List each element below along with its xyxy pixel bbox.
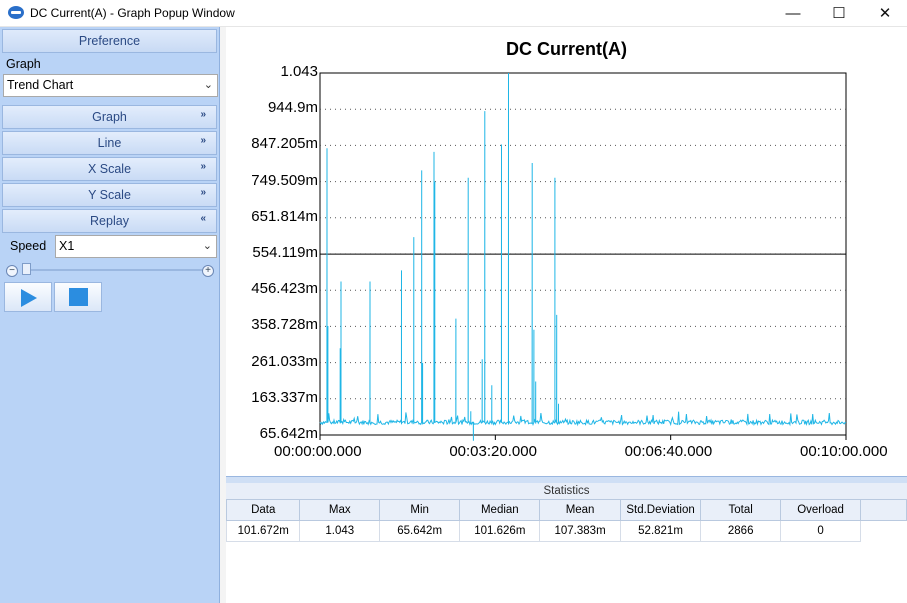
zoom-in-button[interactable]: + <box>202 265 214 277</box>
panel-splitter[interactable] <box>220 27 226 603</box>
section-label: Line <box>97 136 122 150</box>
x-tick-label: 00:06:40.000 <box>624 443 713 460</box>
x-tick-label: 00:00:00.000 <box>274 443 362 460</box>
play-button[interactable] <box>4 282 52 312</box>
graph-type-select[interactable]: Trend Chart ⌄ <box>3 74 218 97</box>
replay-slider-thumb[interactable] <box>22 263 31 275</box>
column-header: Min <box>379 499 461 521</box>
stat-max: 1.043 <box>299 520 381 542</box>
speed-value: X1 <box>59 239 75 253</box>
section-label: Y Scale <box>88 188 131 202</box>
chart-panel: DC Current(A) 1.043 944.9m 847.205m 749.509… <box>226 27 907 476</box>
chevron-down-icon: ⌄ <box>202 240 212 252</box>
stop-icon <box>69 288 88 306</box>
section-label: Replay <box>90 214 129 228</box>
y-tick-label: 456.423m <box>251 280 318 298</box>
stat-overload: 0 <box>779 520 862 542</box>
statistics-row: 101.672m 1.043 65.642m 101.626m 107.383m… <box>225 520 907 542</box>
expand-icon: » <box>200 109 206 120</box>
play-icon <box>21 289 37 307</box>
expand-icon: » <box>200 187 206 198</box>
column-header: Max <box>299 499 381 521</box>
app-icon <box>8 6 24 19</box>
close-button[interactable]: ✕ <box>878 5 892 22</box>
chart-title: DC Current(A) <box>506 39 627 59</box>
column-header: Std.Deviation <box>619 499 702 521</box>
section-x-scale[interactable]: X Scale » <box>2 157 217 181</box>
y-tick-label: 163.337m <box>251 388 318 406</box>
section-line[interactable]: Line » <box>2 131 217 155</box>
stat-data: 101.672m <box>225 520 301 542</box>
speed-label: Speed <box>10 239 47 253</box>
maximize-button[interactable]: ☐ <box>832 5 846 22</box>
trend-chart[interactable] <box>226 27 907 476</box>
y-tick-label: 554.119m <box>252 244 318 261</box>
preference-header[interactable]: Preference <box>2 29 217 53</box>
y-tick-label: 1.043 <box>280 63 318 80</box>
column-header-empty <box>860 499 907 521</box>
section-label: X Scale <box>87 162 132 176</box>
expand-icon: » <box>200 161 206 172</box>
stat-mean: 107.383m <box>539 520 621 542</box>
expand-icon: » <box>200 135 206 146</box>
section-replay[interactable]: Replay « <box>2 209 217 233</box>
section-label: Graph <box>92 110 127 124</box>
window-title: DC Current(A) - Graph Popup Window <box>30 6 235 20</box>
x-tick-label: 00:10:00.000 <box>800 443 888 460</box>
chevron-down-icon: ⌄ <box>203 79 213 91</box>
statistics-table: Data Max Min Median Mean Std.Deviation T… <box>225 499 907 542</box>
zoom-out-button[interactable]: − <box>6 265 18 277</box>
y-tick-label: 65.642m <box>259 425 318 442</box>
section-graph[interactable]: Graph » <box>2 105 217 129</box>
y-tick-label: 749.509m <box>251 171 318 189</box>
column-header: Mean <box>539 499 621 521</box>
y-tick-label: 651.814m <box>251 207 318 225</box>
graph-label: Graph <box>6 57 41 71</box>
series-line <box>319 72 847 441</box>
title-bar: DC Current(A) - Graph Popup Window — ☐ ✕ <box>0 0 907 27</box>
stat-min: 65.642m <box>379 520 461 542</box>
replay-slider-track[interactable] <box>22 269 202 271</box>
minimize-button[interactable]: — <box>785 4 801 22</box>
stop-button[interactable] <box>54 282 102 312</box>
stat-median: 101.626m <box>459 520 541 542</box>
stat-total: 2866 <box>700 520 781 542</box>
x-tick-label: 00:03:20.000 <box>449 443 537 460</box>
stat-std-deviation: 52.821m <box>619 520 702 542</box>
column-header: Median <box>459 499 541 521</box>
y-tick-label: 358.728m <box>251 316 318 334</box>
preference-panel: Preference Graph Trend Chart ⌄ Graph » L… <box>0 27 220 603</box>
column-header: Total <box>700 499 781 521</box>
y-tick-label: 847.205m <box>251 135 318 153</box>
section-y-scale[interactable]: Y Scale » <box>2 183 217 207</box>
y-tick-label: 261.033m <box>251 352 318 370</box>
speed-select[interactable]: X1 ⌄ <box>55 235 217 258</box>
y-tick-label: 944.9m <box>267 99 318 117</box>
graph-type-value: Trend Chart <box>7 78 74 92</box>
statistics-header-row: Data Max Min Median Mean Std.Deviation T… <box>225 499 907 521</box>
statistics-title: Statistics <box>226 483 907 499</box>
stat-empty <box>861 521 907 542</box>
stats-splitter[interactable] <box>226 476 907 484</box>
column-header: Overload <box>779 499 862 521</box>
column-header: Data <box>225 499 301 521</box>
collapse-icon: « <box>200 213 206 224</box>
